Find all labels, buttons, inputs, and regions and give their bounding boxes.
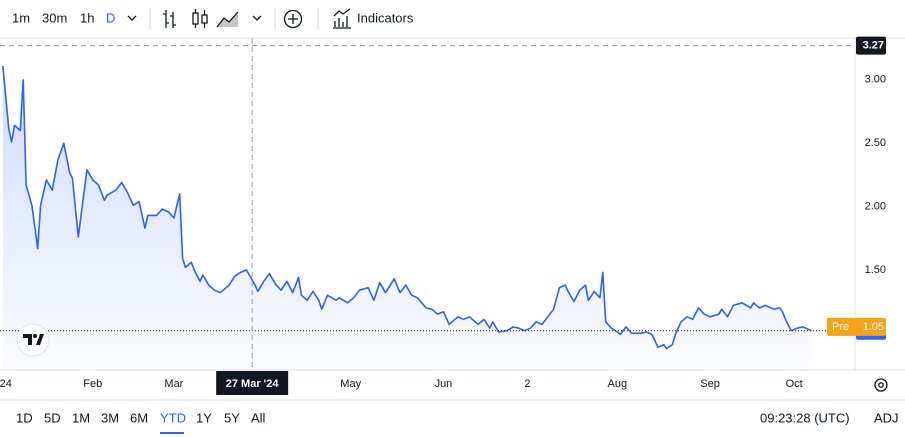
range-button[interactable]: 1D (16, 410, 33, 425)
range-button[interactable]: 5D (44, 410, 61, 425)
toolbar-icons (127, 8, 351, 30)
x-tick-label: 2 (524, 378, 530, 390)
pre-market-box (827, 317, 886, 336)
y-tick-label: 2.50 (865, 137, 886, 149)
x-tick-label: Mar (164, 378, 183, 390)
interval-button[interactable]: 1h (80, 10, 94, 25)
x-tick-label: Feb (83, 378, 102, 390)
y-tick-label: 1.50 (865, 264, 886, 276)
pre-market-label: 1.05 (863, 321, 884, 333)
range-button[interactable]: YTD (160, 410, 186, 425)
tv-logo (16, 323, 50, 357)
indicators-button[interactable]: Indicators (357, 10, 414, 25)
crosshair-y-box (856, 36, 886, 55)
crosshair-y-label: 3.27 (863, 40, 884, 52)
bars-icon[interactable] (163, 10, 176, 28)
crosshair-x-box (216, 371, 289, 395)
x-tick-label: Sep (700, 378, 720, 390)
compare-button[interactable] (283, 9, 303, 29)
range-button[interactable]: 3M (101, 410, 119, 425)
price-line (2, 65, 812, 350)
range-button[interactable]: 1M (72, 410, 90, 425)
interval-button[interactable]: 1m (12, 10, 30, 25)
overlays: 01.502.002.503.0024FebMarMayJun2AugSepOc… (0, 36, 886, 395)
x-tick-label: Aug (608, 378, 628, 390)
settings-icon[interactable] (874, 378, 888, 392)
range-button[interactable]: 1Y (196, 410, 212, 425)
crosshair-x-label: 27 Mar '24 (226, 378, 280, 390)
interval-menu[interactable] (127, 15, 137, 21)
area-fill (2, 65, 812, 370)
range-button[interactable]: All (251, 410, 266, 425)
pre-market-tag: Pre (832, 321, 849, 333)
y-tick-label: 3.00 (865, 74, 886, 86)
plot (2, 65, 812, 370)
range-button[interactable]: 5Y (224, 410, 240, 425)
x-tick-label: 24 (0, 378, 12, 390)
range-button[interactable]: 6M (130, 410, 148, 425)
indicators-icon[interactable] (333, 8, 351, 29)
y-tick-label: 2.00 (865, 200, 886, 212)
x-tick-label: Jun (435, 378, 453, 390)
candles-icon[interactable] (192, 9, 208, 28)
interval-button[interactable]: 30m (42, 10, 67, 25)
x-tick-label: Oct (786, 378, 803, 390)
interval-button[interactable]: D (106, 10, 115, 25)
x-tick-label: May (340, 378, 361, 390)
area-icon[interactable] (216, 11, 239, 28)
adjust-button[interactable]: ADJ (874, 410, 899, 425)
clock: 09:23:28 (UTC) (760, 410, 850, 425)
chart-type-menu[interactable] (252, 15, 262, 21)
